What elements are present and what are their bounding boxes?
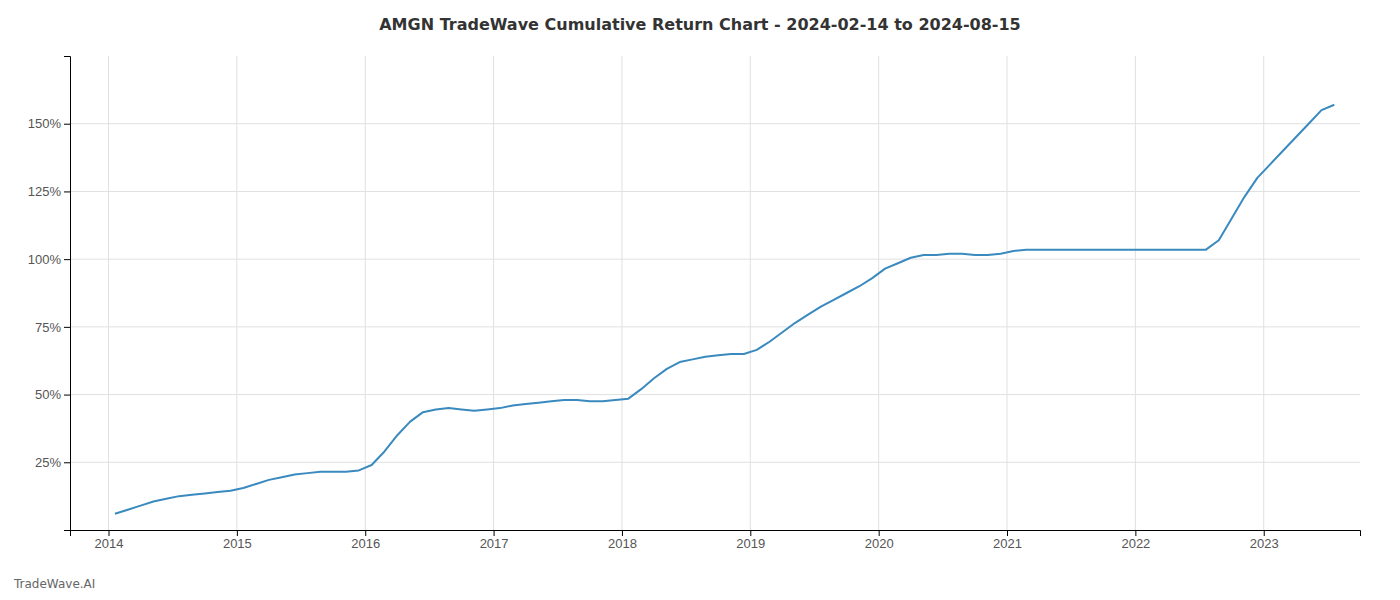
x-tick: 2021 — [993, 530, 1022, 551]
x-tick-mark — [109, 530, 110, 536]
marks — [115, 105, 1334, 514]
x-tick-mark — [237, 530, 238, 536]
y-grid-line — [70, 259, 1360, 260]
x-tick-mark — [365, 530, 366, 536]
grid — [70, 56, 1360, 530]
x-tick-label: 2014 — [95, 536, 124, 551]
x-tick: 2017 — [480, 530, 509, 551]
y-tick: 50% — [35, 387, 70, 402]
x-tick-label: 2018 — [608, 536, 637, 551]
y-axis-line — [64, 57, 71, 531]
y-tick-label: 75% — [35, 320, 61, 335]
y-grid-line — [70, 326, 1360, 327]
x-grid-line — [621, 56, 622, 530]
x-grid-line — [1007, 56, 1008, 530]
x-tick: 2022 — [1121, 530, 1150, 551]
y-tick-mark — [64, 124, 70, 125]
x-tick: 2014 — [95, 530, 124, 551]
x-tick: 2023 — [1250, 530, 1279, 551]
y-tick-label: 150% — [28, 116, 62, 131]
x-tick: 2015 — [223, 530, 252, 551]
x-grid-line — [1135, 56, 1136, 530]
y-tick-label: 25% — [35, 455, 61, 470]
x-tick-label: 2020 — [865, 536, 894, 551]
x-tick-mark — [1135, 530, 1136, 536]
x-tick: 2019 — [736, 530, 765, 551]
x-tick-mark — [750, 530, 751, 536]
x-grid-line — [236, 56, 237, 530]
y-tick: 100% — [28, 252, 70, 267]
y-tick-label: 125% — [28, 184, 62, 199]
chart: 2014 2015 2016 2017 2018 2019 2020 2021 2022 2023… — [0, 0, 1400, 600]
x-grid-line — [750, 56, 751, 530]
x-tick-label: 2015 — [223, 536, 252, 551]
y-grid-line — [70, 191, 1360, 192]
y-grid-line — [70, 394, 1360, 395]
x-tick-label: 2019 — [736, 536, 765, 551]
x-grid-line — [108, 56, 109, 530]
x-tick-label: 2017 — [480, 536, 509, 551]
x-tick-label: 2016 — [351, 536, 380, 551]
x-grid-line — [493, 56, 494, 530]
x-tick-label: 2023 — [1250, 536, 1279, 551]
y-grid-line — [70, 123, 1360, 124]
y-tick-label: 100% — [28, 252, 62, 267]
y-tick-mark — [64, 395, 70, 396]
y-tick: 75% — [35, 320, 70, 335]
x-tick-label: 2021 — [993, 536, 1022, 551]
y-tick: 125% — [28, 184, 70, 199]
x-tick-mark — [1264, 530, 1265, 536]
x-tick-mark — [879, 530, 880, 536]
x-tick-mark — [1007, 530, 1008, 536]
y-tick-mark — [64, 327, 70, 328]
x-axis-line — [71, 531, 1361, 537]
y-grid-line — [70, 462, 1360, 463]
x-tick: 2018 — [608, 530, 637, 551]
x-tick-mark — [494, 530, 495, 536]
title: AMGN TradeWave Cumulative Return Chart -… — [379, 15, 1021, 34]
x-tick: 2016 — [351, 530, 380, 551]
x-tick: 2020 — [865, 530, 894, 551]
y-axis: 25% 50% 75% 100% 125% 150% — [28, 57, 71, 531]
x-grid-line — [1263, 56, 1264, 530]
y-tick-mark — [64, 462, 70, 463]
x-tick-label: 2022 — [1121, 536, 1150, 551]
x-tick-mark — [622, 530, 623, 536]
y-tick-mark — [64, 191, 70, 192]
y-tick-label: 50% — [35, 387, 61, 402]
y-tick: 150% — [28, 116, 70, 131]
x-grid-line — [365, 56, 366, 530]
y-tick-mark — [64, 259, 70, 260]
x-grid-line — [878, 56, 879, 530]
x-axis: 2014 2015 2016 2017 2018 2019 2020 2021 2022 2023 — [71, 530, 1361, 551]
y-tick: 25% — [35, 455, 70, 470]
plot-area: 2014 2015 2016 2017 2018 2019 2020 2021 2022 2023… — [28, 56, 1361, 551]
watermark: TradeWave.AI — [13, 577, 95, 591]
line — [115, 105, 1334, 514]
